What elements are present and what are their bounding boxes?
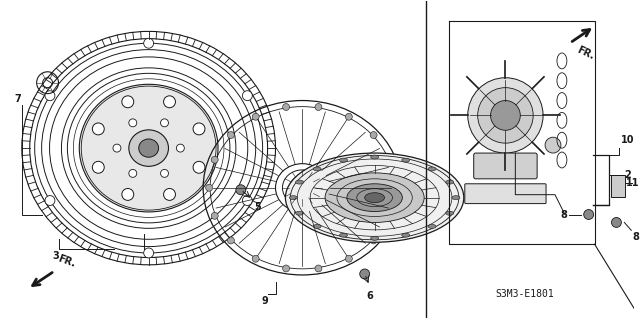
- Ellipse shape: [129, 119, 137, 127]
- Ellipse shape: [402, 158, 410, 162]
- Ellipse shape: [370, 131, 377, 138]
- Ellipse shape: [193, 123, 205, 135]
- Ellipse shape: [285, 153, 464, 242]
- Text: 3: 3: [52, 251, 59, 261]
- Text: 6: 6: [366, 291, 373, 301]
- Text: FR.: FR.: [575, 45, 595, 62]
- Ellipse shape: [468, 78, 543, 153]
- Ellipse shape: [211, 156, 218, 163]
- Ellipse shape: [315, 265, 322, 272]
- Ellipse shape: [144, 38, 154, 48]
- Ellipse shape: [371, 155, 379, 159]
- Ellipse shape: [139, 139, 159, 157]
- Ellipse shape: [370, 237, 377, 244]
- Ellipse shape: [113, 144, 121, 152]
- Ellipse shape: [428, 167, 436, 171]
- Ellipse shape: [584, 210, 594, 219]
- Ellipse shape: [92, 123, 104, 135]
- Ellipse shape: [313, 224, 321, 228]
- Ellipse shape: [392, 184, 399, 191]
- Ellipse shape: [289, 196, 298, 200]
- Text: 5: 5: [255, 202, 262, 211]
- Ellipse shape: [129, 169, 137, 177]
- Ellipse shape: [340, 158, 348, 162]
- Ellipse shape: [371, 236, 379, 240]
- Ellipse shape: [545, 137, 561, 153]
- Text: 9: 9: [261, 296, 268, 306]
- Ellipse shape: [340, 233, 348, 237]
- Ellipse shape: [79, 84, 218, 212]
- Text: 11: 11: [627, 178, 640, 188]
- Ellipse shape: [243, 91, 252, 100]
- Ellipse shape: [252, 255, 259, 262]
- Ellipse shape: [122, 189, 134, 200]
- Ellipse shape: [346, 255, 352, 262]
- Ellipse shape: [360, 269, 370, 279]
- Ellipse shape: [387, 212, 393, 219]
- Ellipse shape: [193, 161, 205, 173]
- Ellipse shape: [283, 265, 289, 272]
- Ellipse shape: [177, 144, 184, 152]
- FancyBboxPatch shape: [474, 153, 537, 179]
- Text: FR.: FR.: [56, 254, 77, 269]
- Text: 7: 7: [15, 93, 21, 103]
- Ellipse shape: [122, 96, 134, 108]
- Ellipse shape: [313, 167, 321, 171]
- Text: S3M3-E1801: S3M3-E1801: [496, 289, 555, 299]
- Ellipse shape: [161, 119, 168, 127]
- Ellipse shape: [296, 180, 303, 184]
- Ellipse shape: [164, 96, 175, 108]
- Text: 2: 2: [625, 170, 631, 180]
- Text: 8: 8: [560, 210, 567, 219]
- Ellipse shape: [252, 113, 259, 120]
- Ellipse shape: [387, 156, 393, 163]
- Ellipse shape: [477, 88, 533, 143]
- Ellipse shape: [164, 189, 175, 200]
- Ellipse shape: [315, 104, 322, 110]
- Ellipse shape: [92, 161, 104, 173]
- Ellipse shape: [227, 237, 234, 244]
- Ellipse shape: [365, 193, 385, 203]
- Ellipse shape: [236, 185, 246, 195]
- Ellipse shape: [296, 211, 303, 215]
- Ellipse shape: [445, 180, 454, 184]
- Ellipse shape: [347, 184, 403, 211]
- Ellipse shape: [445, 211, 454, 215]
- Ellipse shape: [45, 196, 55, 205]
- Ellipse shape: [161, 169, 168, 177]
- Ellipse shape: [346, 113, 352, 120]
- Ellipse shape: [491, 100, 520, 130]
- Ellipse shape: [144, 248, 154, 258]
- Ellipse shape: [289, 176, 315, 199]
- Ellipse shape: [428, 224, 436, 228]
- Ellipse shape: [283, 104, 289, 110]
- Ellipse shape: [45, 91, 55, 100]
- Ellipse shape: [243, 196, 252, 205]
- Text: 8: 8: [632, 232, 639, 242]
- Ellipse shape: [402, 233, 410, 237]
- Ellipse shape: [211, 212, 218, 219]
- Ellipse shape: [205, 184, 212, 191]
- Ellipse shape: [129, 130, 168, 166]
- FancyBboxPatch shape: [465, 184, 546, 204]
- Ellipse shape: [325, 173, 424, 222]
- Ellipse shape: [452, 196, 460, 200]
- Text: 10: 10: [621, 135, 635, 145]
- Bar: [611, 175, 625, 197]
- Ellipse shape: [227, 131, 234, 138]
- Ellipse shape: [611, 218, 621, 227]
